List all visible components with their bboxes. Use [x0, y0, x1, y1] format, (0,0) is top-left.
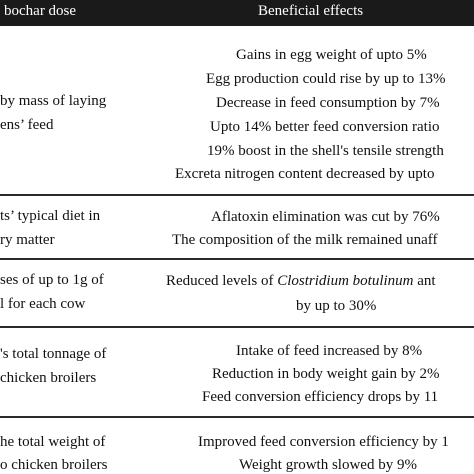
- row-3-effect-2: by up to 30%: [296, 298, 377, 314]
- row-5-effect-1: Improved feed conversion efficiency by 1: [198, 434, 449, 450]
- row-4-dose-line-1: 's total tonnage of: [0, 346, 107, 362]
- row-2-effect-2: The composition of the milk remained una…: [172, 232, 438, 248]
- row-1-dose-line-1: by mass of laying: [0, 93, 107, 109]
- row-1-effect-1: Gains in egg weight of upto 5%: [236, 47, 427, 63]
- row-2-dose-line-1: ts’ typical diet in: [0, 208, 101, 224]
- row-3-dose-line-2: l for each cow: [0, 296, 86, 312]
- table-header: bochar dose Beneficial effects: [0, 0, 474, 26]
- row-4-effect-2: Reduction in body weight gain by 2%: [212, 366, 440, 382]
- row-divider: [0, 194, 474, 196]
- header-effects: Beneficial effects: [258, 3, 364, 19]
- row-1-effect-6: Excreta nitrogen content decreased by up…: [175, 166, 435, 182]
- row-divider: [0, 326, 474, 328]
- row-2-dose-line-2: ry matter: [0, 232, 55, 248]
- row-2-effect-1: Aflatoxin elimination was cut by 76%: [211, 209, 440, 225]
- row-1-effect-3: Decrease in feed consumption by 7%: [216, 95, 440, 111]
- row-3-dose-line-1: ses of up to 1g of: [0, 272, 104, 288]
- row-5-effect-2: Weight growth slowed by 9%: [239, 457, 417, 473]
- row-1-effect-4: Upto 14% better feed conversion ratio: [210, 119, 440, 135]
- row-5-dose-line-2: o chicken broilers: [0, 457, 108, 473]
- row-3-effect-1: Reduced levels of Clostridium botulinum …: [166, 273, 436, 289]
- row-divider: [0, 258, 474, 260]
- row-4-effect-3: Feed conversion efficiency drops by 11: [202, 389, 439, 405]
- row-1-effect-5: 19% boost in the shell's tensile strengt…: [207, 143, 444, 159]
- header-dose: bochar dose: [4, 3, 77, 19]
- row-1-effect-2: Egg production could rise by up to 13%: [206, 71, 446, 87]
- row-1-dose-line-2: ens’ feed: [0, 117, 54, 133]
- row-4-dose-line-2: chicken broilers: [0, 370, 97, 386]
- row-4-effect-1: Intake of feed increased by 8%: [236, 343, 423, 359]
- row-divider: [0, 416, 474, 418]
- row-5-dose-line-1: he total weight of: [0, 434, 106, 450]
